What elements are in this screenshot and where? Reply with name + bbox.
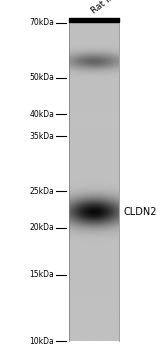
Text: 35kDa: 35kDa bbox=[30, 132, 54, 141]
Text: 20kDa: 20kDa bbox=[30, 223, 54, 232]
Text: 10kDa: 10kDa bbox=[30, 337, 54, 346]
Text: 70kDa: 70kDa bbox=[30, 18, 54, 27]
Text: CLDN2: CLDN2 bbox=[124, 207, 157, 217]
Text: 50kDa: 50kDa bbox=[30, 73, 54, 82]
Text: 25kDa: 25kDa bbox=[30, 187, 54, 196]
Text: 40kDa: 40kDa bbox=[30, 110, 54, 119]
Text: 15kDa: 15kDa bbox=[30, 271, 54, 279]
Text: Rat liver: Rat liver bbox=[90, 0, 126, 16]
